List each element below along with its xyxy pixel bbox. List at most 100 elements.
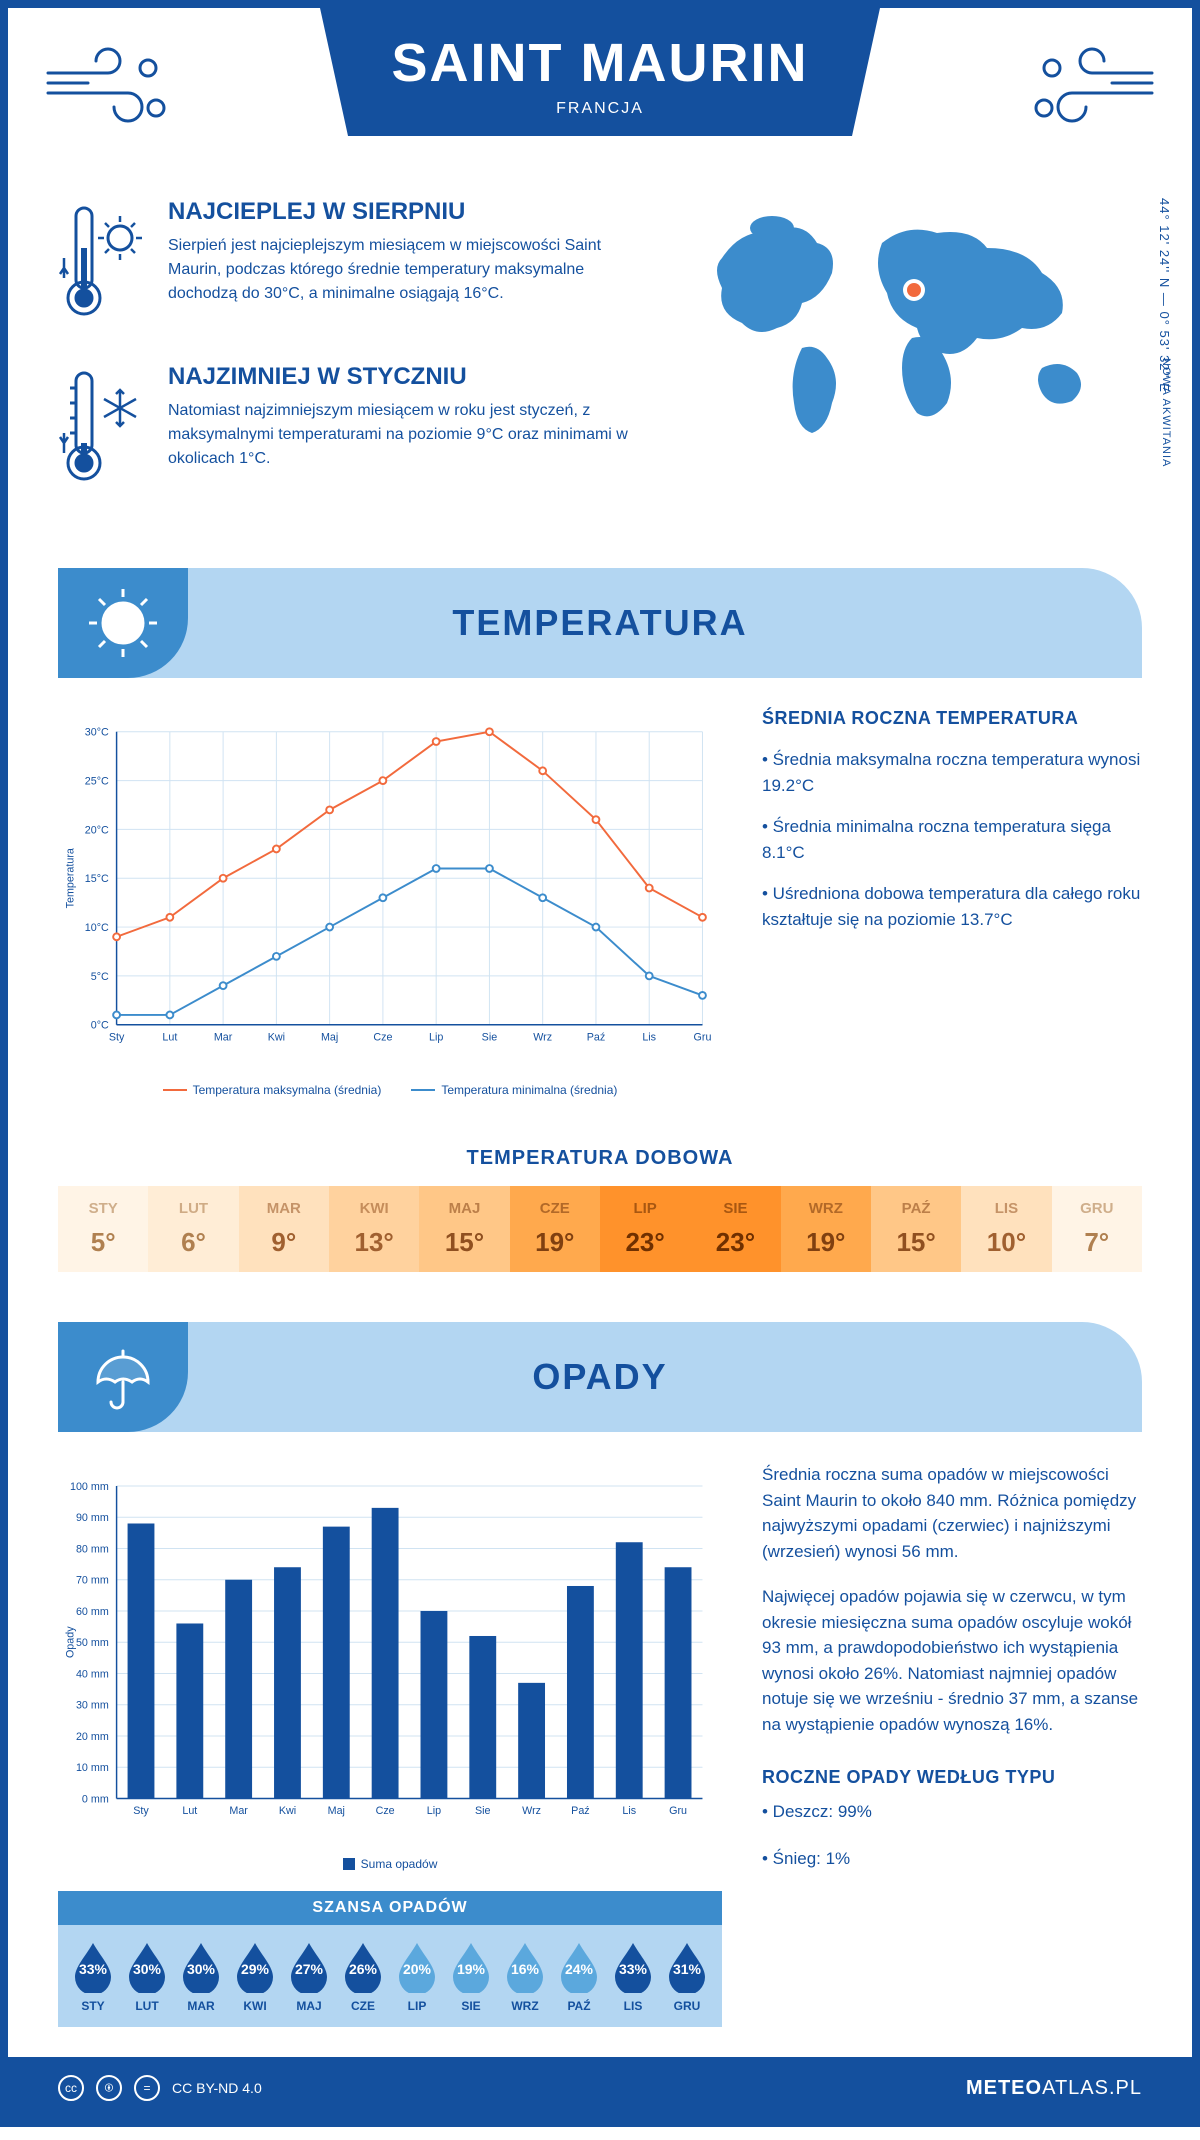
chance-value: 26% bbox=[349, 1961, 377, 1977]
raindrop-icon: 20% bbox=[395, 1939, 439, 1993]
daily-value: 15° bbox=[875, 1227, 957, 1258]
daily-value: 5° bbox=[62, 1227, 144, 1258]
svg-text:Maj: Maj bbox=[321, 1031, 338, 1043]
chance-month: CZE bbox=[336, 1999, 390, 2013]
svg-text:Opady: Opady bbox=[65, 1626, 77, 1658]
raindrop-icon: 27% bbox=[287, 1939, 331, 1993]
temperature-stats: ŚREDNIA ROCZNA TEMPERATURA • Średnia mak… bbox=[762, 708, 1142, 1097]
svg-text:Mar: Mar bbox=[229, 1805, 248, 1817]
daily-month: PAŹ bbox=[875, 1200, 957, 1217]
svg-text:10°C: 10°C bbox=[85, 922, 109, 934]
raindrop-icon: 26% bbox=[341, 1939, 385, 1993]
temperature-legend: Temperatura maksymalna (średnia) Tempera… bbox=[58, 1083, 722, 1097]
temp-stat-item: • Średnia maksymalna roczna temperatura … bbox=[762, 747, 1142, 798]
precip-type-title: ROCZNE OPADY WEDŁUG TYPU bbox=[762, 1767, 1142, 1788]
chance-cell: 33% LIS bbox=[606, 1939, 660, 2013]
chance-grid: 33% STY 30% LUT 30% MAR 29% KWI 27% MAJ … bbox=[58, 1925, 722, 2027]
svg-text:25°C: 25°C bbox=[85, 775, 109, 787]
intro-row: NAJCIEPLEJ W SIERPNIU Sierpień jest najc… bbox=[8, 198, 1192, 568]
svg-text:90 mm: 90 mm bbox=[76, 1512, 109, 1524]
daily-temp-title: TEMPERATURA DOBOWA bbox=[8, 1147, 1192, 1170]
chance-month: SIE bbox=[444, 1999, 498, 2013]
precip-text-2: Najwięcej opadów pojawia się w czerwcu, … bbox=[762, 1584, 1142, 1737]
svg-text:Lis: Lis bbox=[642, 1031, 656, 1043]
fact-hottest: NAJCIEPLEJ W SIERPNIU Sierpień jest najc… bbox=[58, 198, 642, 333]
raindrop-icon: 29% bbox=[233, 1939, 277, 1993]
svg-text:Cze: Cze bbox=[376, 1805, 395, 1817]
daily-month: MAJ bbox=[423, 1200, 505, 1217]
thermometer-sun-icon bbox=[58, 198, 148, 333]
chance-month: LIP bbox=[390, 1999, 444, 2013]
daily-value: 13° bbox=[333, 1227, 415, 1258]
precipitation-left-column: 0 mm10 mm20 mm30 mm40 mm50 mm60 mm70 mm8… bbox=[58, 1462, 722, 2027]
chance-month: GRU bbox=[660, 1999, 714, 2013]
legend-min: Temperatura minimalna (średnia) bbox=[411, 1083, 617, 1097]
daily-month: CZE bbox=[514, 1200, 596, 1217]
daily-value: 19° bbox=[785, 1227, 867, 1258]
brand: METEOATLAS.PL bbox=[966, 2077, 1142, 2100]
daily-cell: KWI13° bbox=[329, 1186, 419, 1272]
daily-month: LIS bbox=[965, 1200, 1047, 1217]
svg-text:100 mm: 100 mm bbox=[70, 1481, 109, 1493]
precipitation-title: OPADY bbox=[532, 1356, 667, 1398]
precipitation-stats: Średnia roczna suma opadów w miejscowośc… bbox=[762, 1462, 1142, 2027]
daily-cell: MAJ15° bbox=[419, 1186, 509, 1272]
world-map-icon bbox=[682, 198, 1142, 458]
daily-cell: SIE23° bbox=[690, 1186, 780, 1272]
chance-value: 29% bbox=[241, 1961, 269, 1977]
chance-cell: 27% MAJ bbox=[282, 1939, 336, 2013]
precip-type-item: • Śnieg: 1% bbox=[762, 1845, 1142, 1872]
svg-text:Lip: Lip bbox=[429, 1031, 443, 1043]
fact-cold-text: NAJZIMNIEJ W STYCZNIU Natomiast najzimni… bbox=[168, 363, 642, 498]
chance-value: 30% bbox=[133, 1961, 161, 1977]
precipitation-bar-chart: 0 mm10 mm20 mm30 mm40 mm50 mm60 mm70 mm8… bbox=[58, 1462, 722, 1842]
svg-text:Lut: Lut bbox=[182, 1805, 197, 1817]
svg-text:Gru: Gru bbox=[694, 1031, 712, 1043]
daily-month: GRU bbox=[1056, 1200, 1138, 1217]
daily-month: SIE bbox=[694, 1200, 776, 1217]
cc-icon: cc bbox=[58, 2075, 84, 2101]
svg-text:Temperatura: Temperatura bbox=[65, 848, 77, 908]
svg-text:15°C: 15°C bbox=[85, 873, 109, 885]
svg-text:Maj: Maj bbox=[328, 1805, 345, 1817]
svg-text:Sty: Sty bbox=[109, 1031, 125, 1043]
svg-text:50 mm: 50 mm bbox=[76, 1637, 109, 1649]
svg-text:Lis: Lis bbox=[622, 1805, 636, 1817]
map-column: 44° 12' 24'' N — 0° 53' 32'' E NOWA AKWI… bbox=[682, 198, 1142, 528]
daily-month: STY bbox=[62, 1200, 144, 1217]
fact-hot-body: Sierpień jest najcieplejszym miesiącem w… bbox=[168, 234, 642, 306]
svg-text:Mar: Mar bbox=[214, 1031, 233, 1043]
svg-text:Sie: Sie bbox=[475, 1805, 491, 1817]
chance-cell: 19% SIE bbox=[444, 1939, 498, 2013]
raindrop-icon: 30% bbox=[179, 1939, 223, 1993]
raindrop-icon: 30% bbox=[125, 1939, 169, 1993]
svg-text:Sie: Sie bbox=[482, 1031, 498, 1043]
daily-cell: LUT6° bbox=[148, 1186, 238, 1272]
precipitation-legend: Suma opadów bbox=[58, 1857, 722, 1871]
umbrella-icon bbox=[58, 1322, 188, 1432]
chance-title: SZANSA OPADÓW bbox=[58, 1891, 722, 1925]
chance-month: STY bbox=[66, 1999, 120, 2013]
chance-value: 33% bbox=[619, 1961, 647, 1977]
daily-cell: WRZ19° bbox=[781, 1186, 871, 1272]
svg-text:0°C: 0°C bbox=[91, 1020, 109, 1032]
daily-cell: CZE19° bbox=[510, 1186, 600, 1272]
chance-month: KWI bbox=[228, 1999, 282, 2013]
raindrop-icon: 31% bbox=[665, 1939, 709, 1993]
city-title: SAINT MAURIN bbox=[340, 32, 860, 94]
sun-icon bbox=[58, 568, 188, 678]
svg-text:Kwi: Kwi bbox=[268, 1031, 285, 1043]
chance-cell: 24% PAŹ bbox=[552, 1939, 606, 2013]
infographic-page: SAINT MAURIN FRANCJA bbox=[0, 0, 1200, 2127]
svg-text:Gru: Gru bbox=[669, 1805, 687, 1817]
region-label: NOWA AKWITANIA bbox=[1160, 358, 1172, 467]
chance-value: 30% bbox=[187, 1961, 215, 1977]
chance-month: MAR bbox=[174, 1999, 228, 2013]
license-text: CC BY-ND 4.0 bbox=[172, 2080, 262, 2096]
chance-month: WRZ bbox=[498, 1999, 552, 2013]
by-icon: 🅯 bbox=[96, 2075, 122, 2101]
fact-cold-title: NAJZIMNIEJ W STYCZNIU bbox=[168, 363, 642, 391]
svg-text:Cze: Cze bbox=[373, 1031, 392, 1043]
daily-value: 7° bbox=[1056, 1227, 1138, 1258]
chance-value: 24% bbox=[565, 1961, 593, 1977]
